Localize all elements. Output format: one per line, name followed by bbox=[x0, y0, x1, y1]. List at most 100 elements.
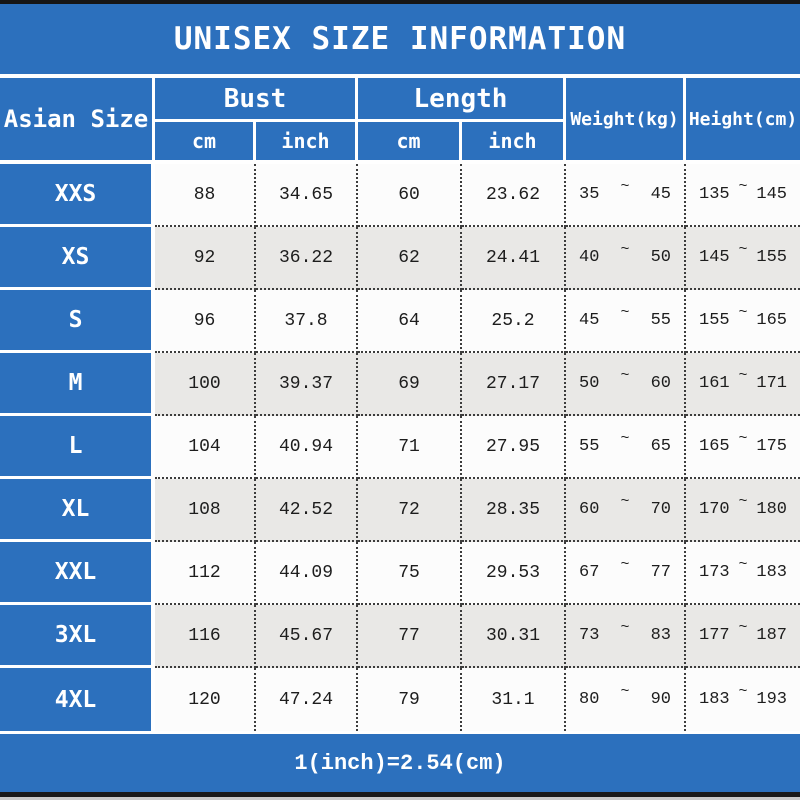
size-label: XXS bbox=[0, 164, 155, 227]
weight-range-cell: 73 ~83 bbox=[566, 605, 686, 668]
size-label: XXL bbox=[0, 542, 155, 605]
height-range-cell: 135 ~145 bbox=[686, 164, 800, 227]
table-cell: 44.09 bbox=[256, 542, 358, 605]
divider bbox=[0, 160, 800, 164]
tilde-separator: ~ bbox=[620, 367, 630, 384]
divider bbox=[0, 74, 800, 78]
table-row: XS 92 36.22 62 24.41 40 ~50 145 ~155 bbox=[0, 227, 800, 290]
table-cell: 23.62 bbox=[462, 164, 566, 227]
table-row: S 96 37.8 64 25.2 45 ~55 155 ~165 bbox=[0, 290, 800, 353]
table-row: L 104 40.94 71 27.95 55 ~65 165 ~175 bbox=[0, 416, 800, 479]
table-cell: 75 bbox=[358, 542, 462, 605]
table-row: M 100 39.37 69 27.17 50 ~60 161 ~171 bbox=[0, 353, 800, 416]
tilde-separator: ~ bbox=[620, 430, 630, 447]
tilde-separator: ~ bbox=[620, 556, 630, 573]
weight-range-cell: 67 ~77 bbox=[566, 542, 686, 605]
table-row: XXL 112 44.09 75 29.53 67 ~77 173 ~183 bbox=[0, 542, 800, 605]
height-range-cell: 173 ~183 bbox=[686, 542, 800, 605]
column-header-length-cm: cm bbox=[358, 122, 462, 160]
height-range-cell: 165 ~175 bbox=[686, 416, 800, 479]
size-label: L bbox=[0, 416, 155, 479]
tilde-separator: ~ bbox=[620, 683, 630, 700]
table-cell: 64 bbox=[358, 290, 462, 353]
column-header-weight: Weight(kg) bbox=[566, 78, 686, 160]
page-title: UNISEX SIZE INFORMATION bbox=[173, 21, 627, 57]
table-cell: 27.95 bbox=[462, 416, 566, 479]
bottom-edge-line bbox=[0, 797, 800, 800]
column-header-bust-inch: inch bbox=[256, 122, 358, 160]
tilde-separator: ~ bbox=[620, 241, 630, 258]
table-cell: 79 bbox=[358, 668, 462, 731]
table-row: 4XL 120 47.24 79 31.1 80 ~90 183 ~193 bbox=[0, 668, 800, 731]
title-band: UNISEX SIZE INFORMATION bbox=[0, 4, 800, 74]
table-cell: 77 bbox=[358, 605, 462, 668]
weight-range-cell: 35 ~45 bbox=[566, 164, 686, 227]
height-range-cell: 177 ~187 bbox=[686, 605, 800, 668]
table-cell: 71 bbox=[358, 416, 462, 479]
conversion-note: 1(inch)=2.54(cm) bbox=[294, 750, 506, 776]
weight-range-cell: 45 ~55 bbox=[566, 290, 686, 353]
table-cell: 40.94 bbox=[256, 416, 358, 479]
table-cell: 28.35 bbox=[462, 479, 566, 542]
table-cell: 37.8 bbox=[256, 290, 358, 353]
tilde-separator: ~ bbox=[738, 241, 748, 258]
bottom-black-bar bbox=[0, 792, 800, 797]
height-range-cell: 170 ~180 bbox=[686, 479, 800, 542]
weight-range-cell: 40 ~50 bbox=[566, 227, 686, 290]
tilde-separator: ~ bbox=[620, 178, 630, 195]
table-row: 3XL 116 45.67 77 30.31 73 ~83 177 ~187 bbox=[0, 605, 800, 668]
table-cell: 31.1 bbox=[462, 668, 566, 731]
tilde-separator: ~ bbox=[620, 619, 630, 636]
table-cell: 120 bbox=[155, 668, 256, 731]
weight-range-cell: 60 ~70 bbox=[566, 479, 686, 542]
table-cell: 47.24 bbox=[256, 668, 358, 731]
table-cell: 116 bbox=[155, 605, 256, 668]
weight-range-cell: 55 ~65 bbox=[566, 416, 686, 479]
tilde-separator: ~ bbox=[738, 367, 748, 384]
tilde-separator: ~ bbox=[738, 619, 748, 636]
table-cell: 30.31 bbox=[462, 605, 566, 668]
table-header: Asian Size Bust Length Weight(kg) Height… bbox=[0, 78, 800, 160]
tilde-separator: ~ bbox=[738, 683, 748, 700]
tilde-separator: ~ bbox=[620, 493, 630, 510]
table-cell: 39.37 bbox=[256, 353, 358, 416]
table-cell: 36.22 bbox=[256, 227, 358, 290]
tilde-separator: ~ bbox=[620, 304, 630, 321]
table-cell: 29.53 bbox=[462, 542, 566, 605]
table-cell: 62 bbox=[358, 227, 462, 290]
column-header-bust-cm: cm bbox=[155, 122, 256, 160]
table-cell: 112 bbox=[155, 542, 256, 605]
top-black-bar bbox=[0, 0, 800, 4]
column-header-asian-size: Asian Size bbox=[0, 78, 155, 160]
column-header-length: Length bbox=[358, 78, 566, 122]
table-cell: 24.41 bbox=[462, 227, 566, 290]
table-cell: 60 bbox=[358, 164, 462, 227]
table-cell: 42.52 bbox=[256, 479, 358, 542]
tilde-separator: ~ bbox=[738, 556, 748, 573]
table-cell: 88 bbox=[155, 164, 256, 227]
table-cell: 45.67 bbox=[256, 605, 358, 668]
tilde-separator: ~ bbox=[738, 178, 748, 195]
size-label: XL bbox=[0, 479, 155, 542]
table-cell: 108 bbox=[155, 479, 256, 542]
tilde-separator: ~ bbox=[738, 304, 748, 321]
table-cell: 104 bbox=[155, 416, 256, 479]
table-cell: 92 bbox=[155, 227, 256, 290]
height-range-cell: 145 ~155 bbox=[686, 227, 800, 290]
column-header-bust: Bust bbox=[155, 78, 358, 122]
table-cell: 34.65 bbox=[256, 164, 358, 227]
size-label: 3XL bbox=[0, 605, 155, 668]
table-cell: 96 bbox=[155, 290, 256, 353]
table-row: XXS 88 34.65 60 23.62 35 ~45 135 ~145 bbox=[0, 164, 800, 227]
table-body: XXS 88 34.65 60 23.62 35 ~45 135 ~145 XS 92 36.22 62… bbox=[0, 164, 800, 734]
size-label: XS bbox=[0, 227, 155, 290]
table-cell: 27.17 bbox=[462, 353, 566, 416]
height-range-cell: 161 ~171 bbox=[686, 353, 800, 416]
tilde-separator: ~ bbox=[738, 430, 748, 447]
column-header-height: Height(cm) bbox=[686, 78, 800, 160]
footer-band: 1(inch)=2.54(cm) bbox=[0, 734, 800, 792]
table-row: XL 108 42.52 72 28.35 60 ~70 170 ~180 bbox=[0, 479, 800, 542]
height-range-cell: 155 ~165 bbox=[686, 290, 800, 353]
tilde-separator: ~ bbox=[738, 493, 748, 510]
